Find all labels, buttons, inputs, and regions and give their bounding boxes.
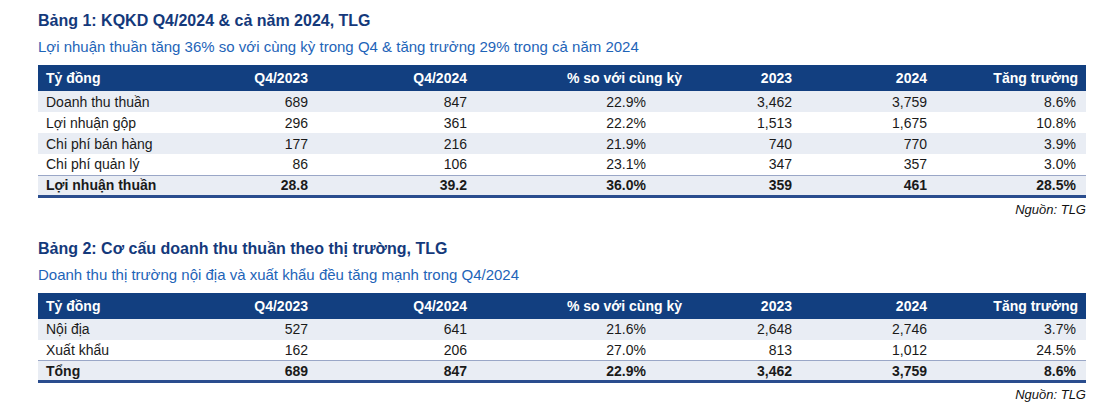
row-label: Lợi nhuận thuần bbox=[38, 175, 228, 196]
table-row: Chi phí bán hàng 177 216 21.9% 740 770 3… bbox=[38, 133, 1086, 154]
cell-value: 36.0% bbox=[475, 175, 690, 196]
row-label: Lợi nhuận gộp bbox=[38, 112, 228, 133]
column-header: Q4/2024 bbox=[316, 65, 475, 91]
column-header: 2024 bbox=[800, 293, 935, 319]
cell-value: 461 bbox=[800, 175, 935, 196]
cell-value: 8.6% bbox=[935, 361, 1086, 382]
column-header: Q4/2023 bbox=[228, 293, 316, 319]
cell-value: 641 bbox=[316, 319, 475, 340]
cell-value: 689 bbox=[228, 91, 316, 112]
cell-value: 347 bbox=[690, 154, 800, 175]
column-header: Q4/2023 bbox=[228, 65, 316, 91]
cell-value: 8.6% bbox=[935, 91, 1086, 112]
cell-value: 39.2 bbox=[316, 175, 475, 196]
cell-value: 206 bbox=[316, 340, 475, 361]
cell-value: 216 bbox=[316, 133, 475, 154]
cell-value: 296 bbox=[228, 112, 316, 133]
row-label: Doanh thu thuần bbox=[38, 91, 228, 112]
cell-value: 847 bbox=[316, 91, 475, 112]
cell-value: 28.8 bbox=[228, 175, 316, 196]
row-label: Xuất khẩu bbox=[38, 340, 228, 361]
table-row: Xuất khẩu 162 206 27.0% 813 1,012 24.5% bbox=[38, 340, 1086, 361]
table1-header-row: Tỷ đồng Q4/2023 Q4/2024 % so với cùng kỳ… bbox=[38, 65, 1086, 91]
table2: Tỷ đồng Q4/2023 Q4/2024 % so với cùng kỳ… bbox=[38, 293, 1086, 384]
cell-value: 357 bbox=[800, 154, 935, 175]
column-header: Tỷ đồng bbox=[38, 65, 228, 91]
cell-value: 24.5% bbox=[935, 340, 1086, 361]
row-label: Chi phí quản lý bbox=[38, 154, 228, 175]
table-total-row: Tổng 689 847 22.9% 3,462 3,759 8.6% bbox=[38, 361, 1086, 382]
cell-value: 162 bbox=[228, 340, 316, 361]
table-row: Chi phí quản lý 86 106 23.1% 347 357 3.0… bbox=[38, 154, 1086, 175]
cell-value: 23.1% bbox=[475, 154, 690, 175]
cell-value: 2,746 bbox=[800, 319, 935, 340]
section-table-1: Bảng 1: KQKD Q4/2024 & cả năm 2024, TLG … bbox=[38, 11, 1086, 218]
cell-value: 361 bbox=[316, 112, 475, 133]
table1: Tỷ đồng Q4/2023 Q4/2024 % so với cùng kỳ… bbox=[38, 65, 1086, 198]
row-label: Nội địa bbox=[38, 319, 228, 340]
cell-value: 770 bbox=[800, 133, 935, 154]
column-header: Tăng trưởng bbox=[935, 293, 1086, 319]
cell-value: 740 bbox=[690, 133, 800, 154]
column-header: Tăng trưởng bbox=[935, 65, 1086, 91]
section-table-2: Bảng 2: Cơ cấu doanh thu thuần theo thị … bbox=[38, 239, 1086, 404]
table-row: Nội địa 527 641 21.6% 2,648 2,746 3.7% bbox=[38, 319, 1086, 340]
table-row: Lợi nhuận gộp 296 361 22.2% 1,513 1,675 … bbox=[38, 112, 1086, 133]
cell-value: 22.2% bbox=[475, 112, 690, 133]
cell-value: 2,648 bbox=[690, 319, 800, 340]
table2-subtitle: Doanh thu thị trường nội địa và xuất khẩ… bbox=[38, 265, 1086, 285]
cell-value: 10.8% bbox=[935, 112, 1086, 133]
cell-value: 813 bbox=[690, 340, 800, 361]
table-row: Doanh thu thuần 689 847 22.9% 3,462 3,75… bbox=[38, 91, 1086, 112]
cell-value: 106 bbox=[316, 154, 475, 175]
cell-value: 689 bbox=[228, 361, 316, 382]
table2-title: Bảng 2: Cơ cấu doanh thu thuần theo thị … bbox=[38, 239, 1086, 259]
cell-value: 21.6% bbox=[475, 319, 690, 340]
cell-value: 527 bbox=[228, 319, 316, 340]
column-header: Q4/2024 bbox=[316, 293, 475, 319]
column-header: 2023 bbox=[690, 65, 800, 91]
table2-header-row: Tỷ đồng Q4/2023 Q4/2024 % so với cùng kỳ… bbox=[38, 293, 1086, 319]
column-header: % so với cùng kỳ bbox=[475, 293, 690, 319]
cell-value: 177 bbox=[228, 133, 316, 154]
cell-value: 3.9% bbox=[935, 133, 1086, 154]
cell-value: 28.5% bbox=[935, 175, 1086, 196]
cell-value: 3,759 bbox=[800, 361, 935, 382]
cell-value: 3,462 bbox=[690, 361, 800, 382]
column-header: % so với cùng kỳ bbox=[475, 65, 690, 91]
table-total-row: Lợi nhuận thuần 28.8 39.2 36.0% 359 461 … bbox=[38, 175, 1086, 196]
cell-value: 27.0% bbox=[475, 340, 690, 361]
row-label: Chi phí bán hàng bbox=[38, 133, 228, 154]
source-note: Nguồn: TLG bbox=[38, 387, 1086, 403]
cell-value: 1,012 bbox=[800, 340, 935, 361]
table1-subtitle: Lợi nhuận thuần tăng 36% so với cùng kỳ … bbox=[38, 37, 1086, 57]
cell-value: 22.9% bbox=[475, 361, 690, 382]
cell-value: 359 bbox=[690, 175, 800, 196]
column-header: 2024 bbox=[800, 65, 935, 91]
cell-value: 1,513 bbox=[690, 112, 800, 133]
row-label: Tổng bbox=[38, 361, 228, 382]
cell-value: 21.9% bbox=[475, 133, 690, 154]
cell-value: 3,462 bbox=[690, 91, 800, 112]
column-header: 2023 bbox=[690, 293, 800, 319]
source-note: Nguồn: TLG bbox=[38, 202, 1086, 218]
cell-value: 847 bbox=[316, 361, 475, 382]
cell-value: 1,675 bbox=[800, 112, 935, 133]
cell-value: 3.7% bbox=[935, 319, 1086, 340]
table1-title: Bảng 1: KQKD Q4/2024 & cả năm 2024, TLG bbox=[38, 11, 1086, 31]
cell-value: 3,759 bbox=[800, 91, 935, 112]
cell-value: 86 bbox=[228, 154, 316, 175]
cell-value: 22.9% bbox=[475, 91, 690, 112]
report-page: Bảng 1: KQKD Q4/2024 & cả năm 2024, TLG … bbox=[0, 0, 1112, 403]
cell-value: 3.0% bbox=[935, 154, 1086, 175]
column-header: Tỷ đồng bbox=[38, 293, 228, 319]
